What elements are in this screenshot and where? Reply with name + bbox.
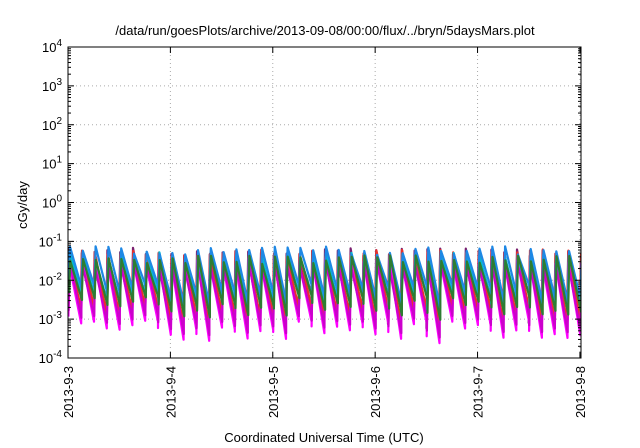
y-axis-label: cGy/day xyxy=(15,181,30,229)
y-tick-label: 10-1 xyxy=(39,232,63,249)
x-tick-label: 2013-9-5 xyxy=(266,366,281,418)
series-line xyxy=(68,260,581,339)
x-tick-label: 2013-9-7 xyxy=(471,366,486,418)
series-line xyxy=(68,254,581,321)
y-tick-label: 10-4 xyxy=(39,349,63,366)
y-tick-label: 100 xyxy=(42,194,62,211)
x-tick-label: 2013-9-3 xyxy=(61,366,76,418)
x-tick-label: 2013-9-6 xyxy=(368,366,383,418)
y-tick-label: 10-2 xyxy=(39,271,63,288)
y-tick-label: 104 xyxy=(42,38,62,55)
y-tick-label: 10-3 xyxy=(39,310,63,327)
x-tick-label: 2013-9-4 xyxy=(163,366,178,418)
y-tick-label: 101 xyxy=(42,155,62,172)
series-line xyxy=(68,256,581,345)
series-group xyxy=(68,245,581,345)
y-ticks: 10-4 10-3 10-2 10-1 100 101 102 103 104 xyxy=(39,38,581,366)
y-tick-label: 103 xyxy=(42,77,62,94)
x-ticks: 2013-9-3 2013-9-4 2013-9-5 2013-9-6 2013-9-7… xyxy=(61,47,588,418)
chart-title: /data/run/goesPlots/archive/2013-09-08/0… xyxy=(115,23,535,38)
x-tick-label: 2013-9-8 xyxy=(573,366,588,418)
y-tick-label: 102 xyxy=(42,116,62,133)
x-axis-label: Coordinated Universal Time (UTC) xyxy=(224,430,423,445)
